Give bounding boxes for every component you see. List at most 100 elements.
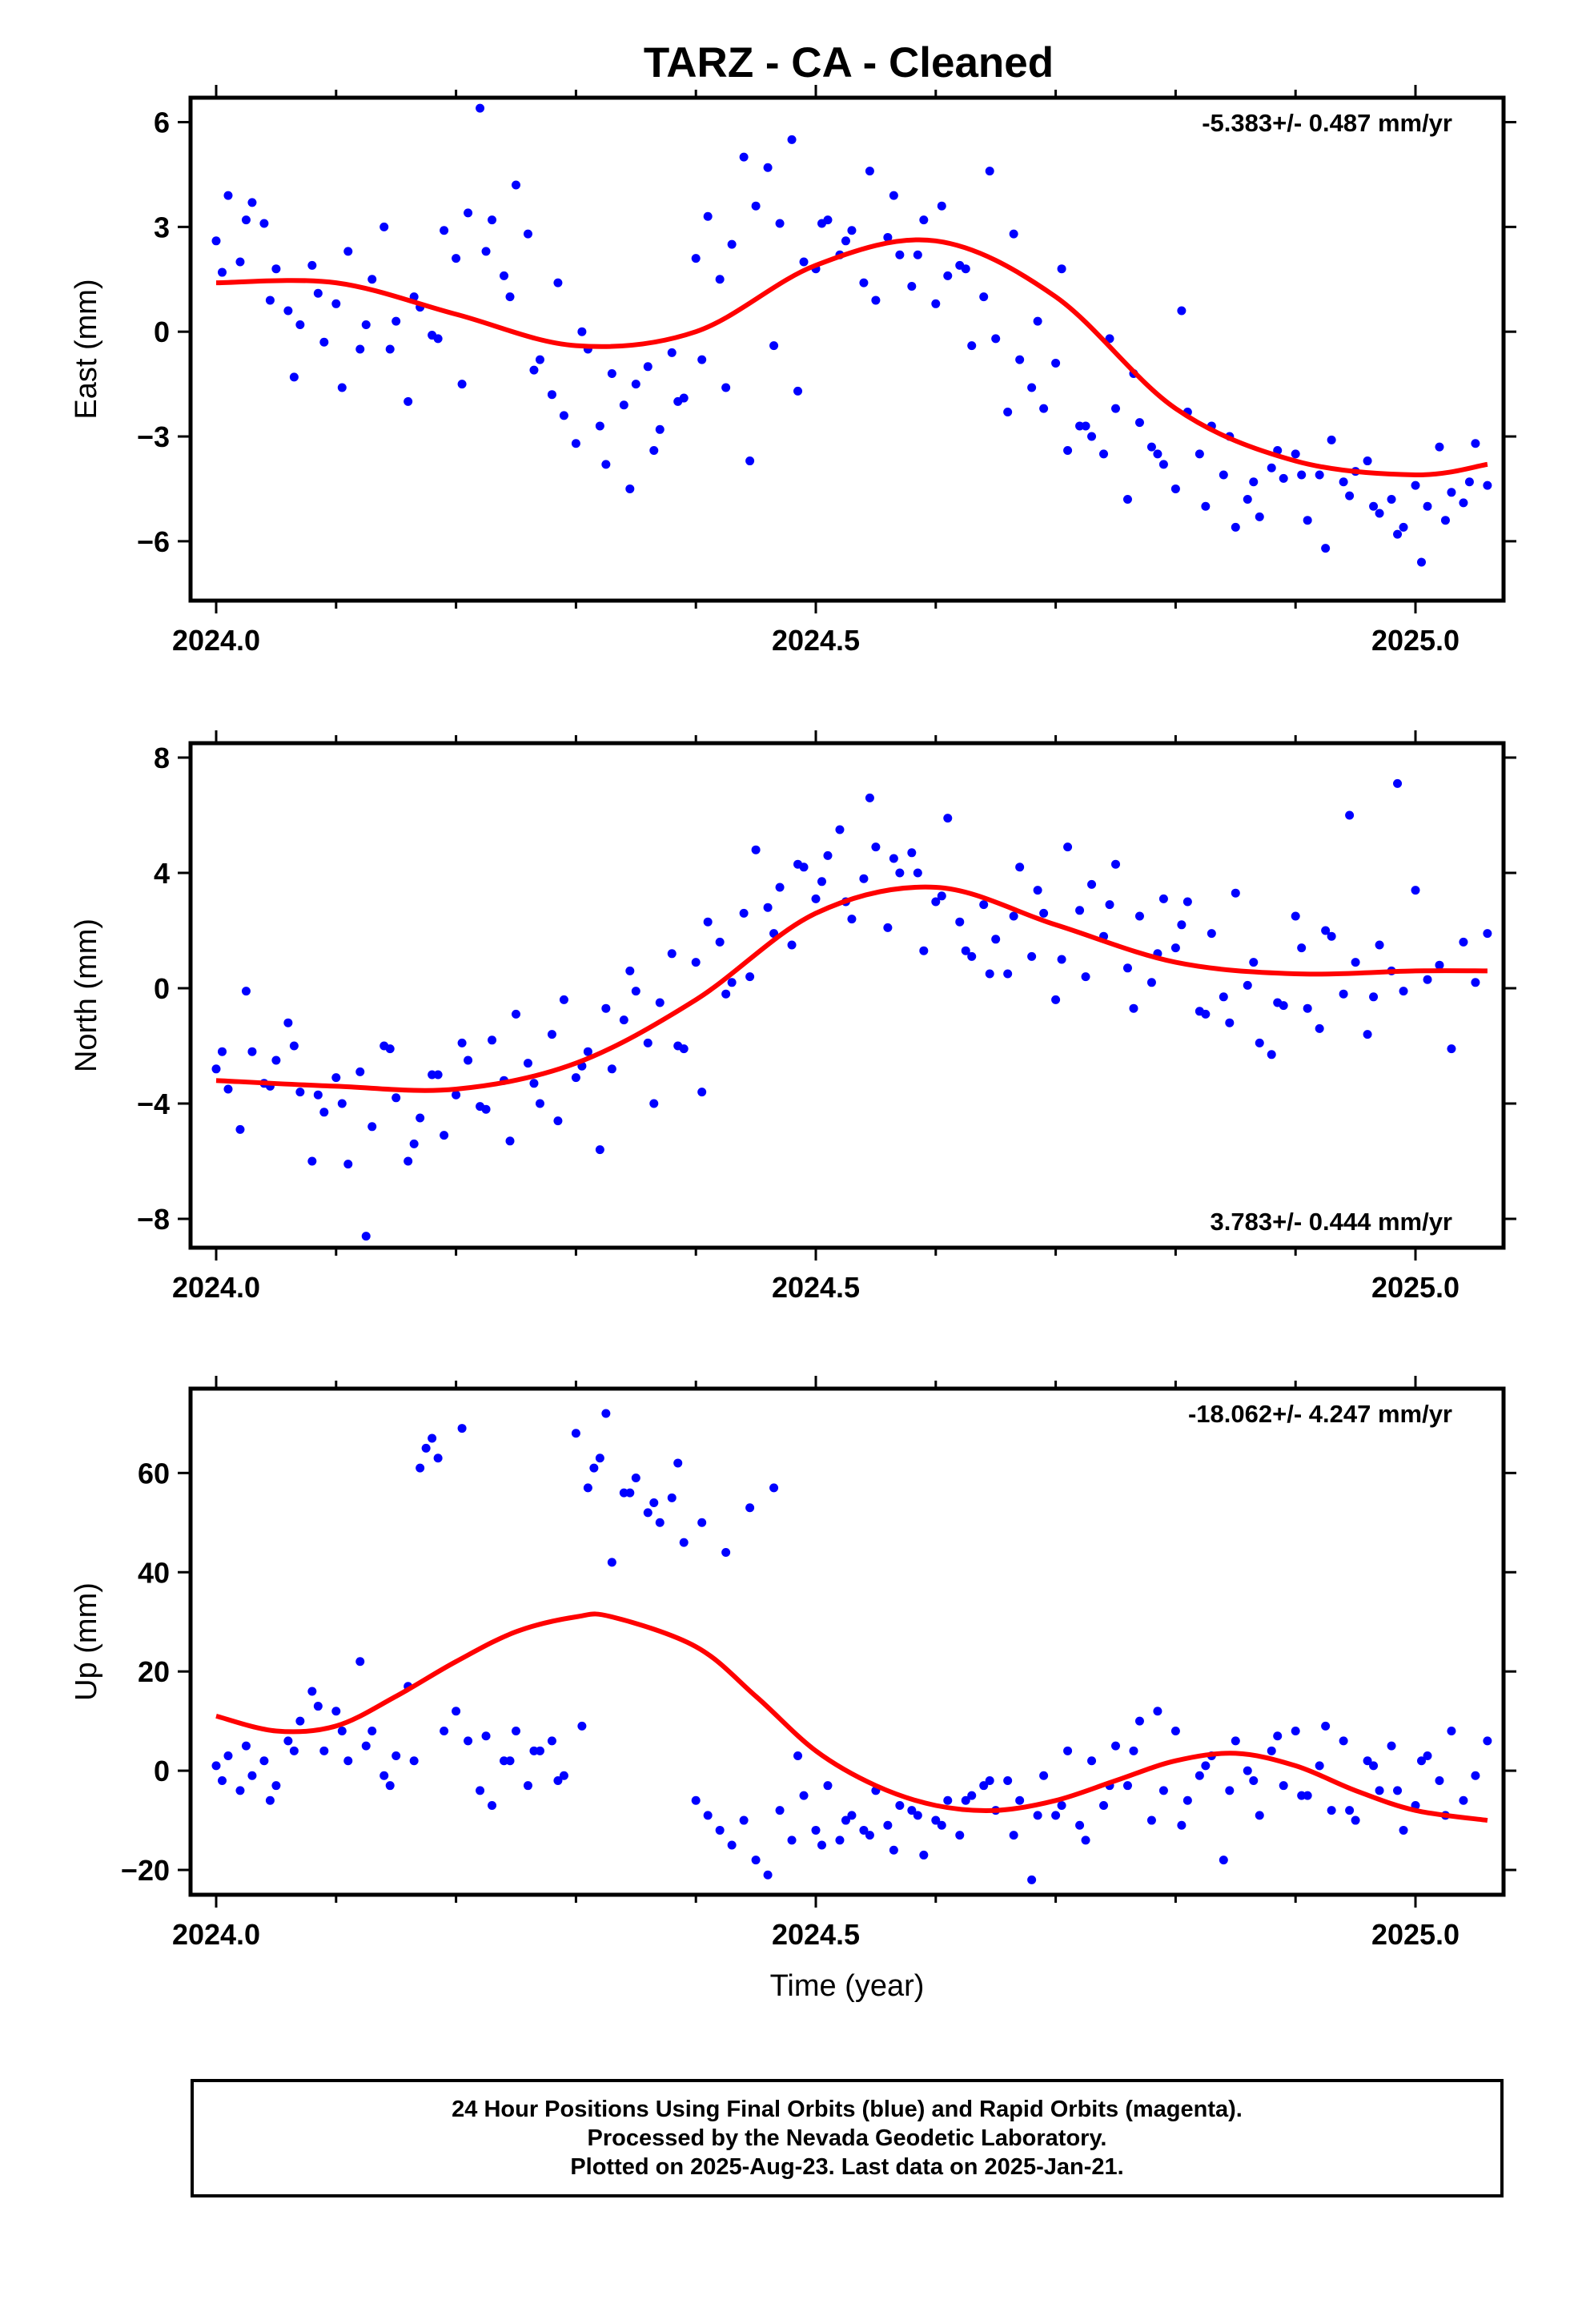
east-data-point	[649, 445, 659, 455]
north-data-point	[523, 1059, 532, 1068]
east-data-point	[217, 267, 227, 277]
up-data-point	[1099, 1800, 1109, 1810]
up-data-point	[943, 1795, 953, 1805]
up-data-point	[1273, 1731, 1283, 1741]
east-data-point	[625, 484, 635, 493]
north-data-point	[1249, 958, 1259, 967]
east-points	[211, 103, 1492, 567]
up-data-point	[835, 1835, 845, 1845]
east-data-point	[1399, 522, 1408, 532]
east-data-point	[979, 292, 989, 302]
up-data-point	[655, 1518, 665, 1527]
north-data-point	[601, 1003, 611, 1013]
up-data-point	[457, 1424, 467, 1433]
north-data-point	[1327, 931, 1336, 941]
up-data-point	[547, 1736, 556, 1746]
east-data-point	[235, 257, 245, 267]
up-data-point	[739, 1815, 749, 1825]
up-data-point	[1483, 1736, 1492, 1746]
east-data-point	[1393, 529, 1403, 539]
east-data-point	[512, 180, 520, 190]
north-data-point	[452, 1090, 461, 1100]
east-rate-label: -5.383+/- 0.487 mm/yr	[1202, 109, 1452, 137]
east-data-point	[488, 215, 497, 225]
up-data-point	[841, 1815, 850, 1825]
east-data-point	[1063, 445, 1073, 455]
east-data-point	[271, 264, 281, 274]
north-data-point	[1009, 911, 1018, 921]
east-data-point	[1146, 442, 1156, 452]
east-data-point	[799, 257, 809, 267]
east-data-point	[751, 201, 761, 211]
north-data-point	[1231, 888, 1240, 898]
east-data-point	[1039, 404, 1049, 413]
up-data-point	[343, 1756, 353, 1766]
east-data-point	[1435, 442, 1444, 452]
east-data-point	[457, 380, 467, 389]
north-data-point	[337, 1099, 347, 1108]
up-data-point	[1423, 1751, 1432, 1761]
north-data-point	[440, 1131, 449, 1140]
north-data-point	[955, 917, 965, 927]
east-data-point	[943, 271, 953, 280]
up-data-point	[553, 1775, 563, 1785]
north-ytick-label: −4	[137, 1088, 170, 1120]
up-data-point	[727, 1840, 737, 1850]
east-data-point	[691, 254, 701, 263]
east-data-point	[1363, 456, 1372, 466]
north-data-point	[1075, 906, 1085, 915]
north-data-point	[1039, 908, 1049, 918]
east-data-point	[907, 282, 917, 291]
up-data-point	[577, 1721, 587, 1731]
east-data-point	[1459, 498, 1468, 508]
footer-line-3: Plotted on 2025-Aug-23. Last data on 202…	[570, 2154, 1124, 2180]
up-ytick-label: −20	[121, 1854, 170, 1887]
east-ytick-label: 3	[154, 211, 170, 243]
up-data-point	[985, 1775, 994, 1785]
north-data-point	[1423, 975, 1432, 984]
up-xlabel: Time (year)	[770, 1969, 925, 2003]
up-data-point	[1393, 1786, 1403, 1795]
north-data-point	[559, 995, 568, 1004]
up-xtick-label: 2024.0	[172, 1918, 260, 1951]
north-data-point	[787, 940, 797, 950]
north-data-point	[416, 1113, 425, 1123]
east-data-point	[1249, 477, 1259, 487]
north-data-point	[1219, 992, 1228, 1002]
east-data-point	[1267, 463, 1276, 472]
north-data-point	[217, 1047, 227, 1056]
north-data-point	[793, 859, 803, 869]
up-data-point	[1369, 1761, 1379, 1771]
up-data-point	[1009, 1831, 1018, 1840]
up-data-point	[523, 1781, 532, 1791]
east-xtick-label: 2024.5	[772, 624, 860, 657]
up-data-point	[895, 1800, 905, 1810]
up-data-point	[529, 1746, 539, 1755]
north-data-point	[1207, 929, 1216, 939]
east-data-point	[247, 198, 257, 207]
east-data-point	[1122, 495, 1132, 505]
north-data-point	[271, 1055, 281, 1065]
east-data-point	[991, 334, 1001, 344]
up-data-point	[428, 1433, 437, 1443]
north-data-point	[1170, 943, 1180, 953]
north-data-point	[367, 1122, 377, 1132]
east-data-point	[775, 219, 785, 228]
up-data-point	[1051, 1811, 1061, 1820]
east-data-point	[865, 167, 874, 176]
up-data-point	[1279, 1781, 1288, 1791]
north-data-point	[1255, 1038, 1264, 1047]
east-data-point	[289, 372, 299, 382]
north-data-point	[673, 1041, 683, 1051]
up-data-point	[505, 1756, 515, 1766]
up-ytick-label: 40	[138, 1556, 170, 1589]
north-data-point	[1201, 1009, 1211, 1019]
north-data-point	[1369, 992, 1379, 1002]
up-data-point	[259, 1756, 269, 1766]
east-data-point	[769, 341, 779, 351]
north-data-point	[481, 1104, 491, 1114]
north-data-point	[355, 1067, 365, 1076]
north-data-point	[1063, 842, 1073, 852]
up-data-point	[481, 1731, 491, 1741]
footer-box: 24 Hour Positions Using Final Orbits (bl…	[191, 2079, 1504, 2197]
